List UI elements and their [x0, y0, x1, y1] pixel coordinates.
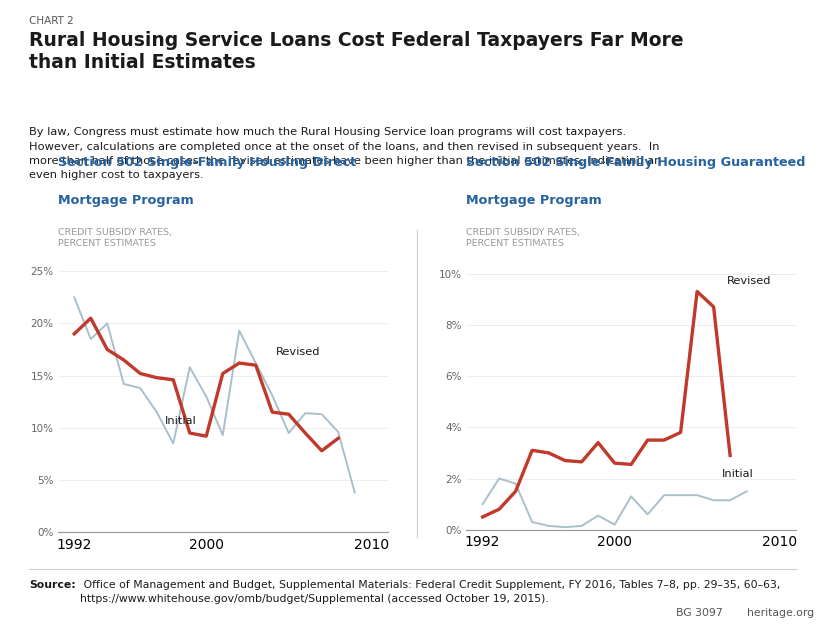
Text: Revised: Revised: [727, 277, 771, 286]
Text: Initial: Initial: [165, 416, 196, 425]
Text: CHART 2: CHART 2: [29, 16, 73, 26]
Text: Section 502 Single-Family Housing Guaranteed: Section 502 Single-Family Housing Guaran…: [466, 156, 806, 169]
Text: Mortgage Program: Mortgage Program: [58, 195, 194, 207]
Text: Initial: Initial: [722, 469, 753, 478]
Text: CREDIT SUBSIDY RATES,
PERCENT ESTIMATES: CREDIT SUBSIDY RATES, PERCENT ESTIMATES: [466, 228, 580, 248]
Text: Rural Housing Service Loans Cost Federal Taxpayers Far More
than Initial Estimat: Rural Housing Service Loans Cost Federal…: [29, 31, 683, 73]
Text: By law, Congress must estimate how much the Rural Housing Service loan programs : By law, Congress must estimate how much …: [29, 127, 662, 181]
Text: heritage.org: heritage.org: [747, 608, 813, 618]
Text: Mortgage Program: Mortgage Program: [466, 195, 602, 207]
Text: Revised: Revised: [276, 347, 320, 357]
Text: Source:: Source:: [29, 580, 76, 590]
Text: CREDIT SUBSIDY RATES,
PERCENT ESTIMATES: CREDIT SUBSIDY RATES, PERCENT ESTIMATES: [58, 228, 172, 248]
Text: Section 502 Single-Family Housing Direct: Section 502 Single-Family Housing Direct: [58, 156, 356, 169]
Text: BG 3097: BG 3097: [676, 608, 724, 618]
Text: Office of Management and Budget, Supplemental Materials: Federal Credit Suppleme: Office of Management and Budget, Supplem…: [80, 580, 780, 604]
